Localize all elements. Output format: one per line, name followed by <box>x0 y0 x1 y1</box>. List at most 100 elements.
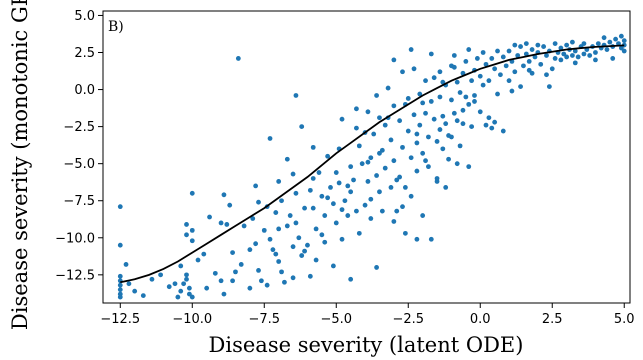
data-point <box>365 109 371 115</box>
data-point <box>328 184 333 190</box>
data-point <box>319 232 325 238</box>
data-point <box>483 122 489 128</box>
data-point <box>189 227 195 233</box>
data-point <box>500 54 506 60</box>
data-point <box>207 214 212 220</box>
data-point <box>621 38 627 44</box>
x-tick-label: 0.0 <box>470 312 491 327</box>
data-point <box>345 213 351 218</box>
data-point <box>307 187 313 193</box>
data-point <box>595 41 601 47</box>
data-point <box>457 143 463 149</box>
data-point <box>253 183 259 189</box>
data-point <box>558 45 564 51</box>
data-point <box>339 207 345 213</box>
data-point <box>186 291 192 297</box>
data-point <box>469 78 475 84</box>
fit-line <box>120 44 625 284</box>
data-point <box>290 244 296 250</box>
data-point <box>371 131 377 137</box>
data-point <box>385 85 391 91</box>
data-point <box>184 276 189 282</box>
data-point <box>463 59 469 64</box>
data-point <box>356 230 362 236</box>
data-point <box>454 161 460 167</box>
data-point <box>256 267 261 273</box>
data-point <box>400 69 405 75</box>
data-point <box>466 47 472 52</box>
data-point <box>201 251 207 257</box>
data-point <box>440 146 446 152</box>
data-point <box>276 259 282 264</box>
data-point <box>434 139 440 144</box>
data-point <box>261 227 267 233</box>
data-point <box>184 232 189 238</box>
data-point <box>437 94 443 100</box>
data-point <box>149 276 155 282</box>
data-point <box>342 198 348 204</box>
data-point <box>290 171 296 177</box>
x-tick-label: −5.0 <box>320 312 352 327</box>
data-point <box>172 281 178 287</box>
data-point <box>310 205 316 211</box>
data-point <box>428 99 434 104</box>
data-point <box>564 42 570 48</box>
data-point <box>238 262 244 267</box>
plot-frame <box>102 10 631 304</box>
data-point <box>276 226 282 232</box>
data-point <box>322 213 328 218</box>
data-point <box>362 202 368 208</box>
data-point <box>426 134 431 140</box>
data-point <box>454 118 460 124</box>
data-point <box>316 170 322 175</box>
data-point <box>492 119 498 125</box>
data-point <box>356 143 362 149</box>
data-point <box>218 278 224 284</box>
y-tick-label: 0.0 <box>74 83 95 98</box>
data-point <box>336 180 342 186</box>
data-point <box>512 69 518 75</box>
data-point <box>405 128 411 134</box>
data-point <box>379 147 385 153</box>
data-point <box>509 88 515 94</box>
data-point <box>451 64 457 70</box>
data-point <box>247 247 253 253</box>
data-point <box>247 285 253 291</box>
data-point <box>552 56 558 61</box>
y-tick-label: −12.5 <box>55 268 95 283</box>
data-point <box>233 269 238 275</box>
data-point <box>546 84 552 89</box>
data-point <box>117 273 123 279</box>
data-point <box>570 53 575 58</box>
data-point <box>405 96 411 101</box>
data-point <box>428 236 434 242</box>
data-point <box>423 110 428 116</box>
data-point <box>526 67 532 73</box>
data-point <box>354 125 359 131</box>
data-point <box>408 155 414 161</box>
data-point <box>377 115 382 121</box>
data-point <box>126 281 132 287</box>
data-point <box>469 124 475 130</box>
data-point <box>423 158 428 164</box>
data-point <box>506 78 512 84</box>
data-point <box>572 48 578 54</box>
data-point <box>506 48 512 54</box>
data-point <box>299 124 305 130</box>
data-point <box>529 47 535 52</box>
data-point <box>443 121 449 127</box>
data-point <box>454 79 460 85</box>
data-point <box>330 263 336 269</box>
data-point <box>212 270 218 276</box>
data-point <box>345 183 351 189</box>
data-point <box>218 220 224 226</box>
data-point <box>408 193 414 199</box>
data-point <box>518 44 523 49</box>
data-point <box>284 156 290 162</box>
data-point <box>587 53 593 58</box>
data-point <box>618 33 624 39</box>
data-point <box>480 50 486 55</box>
data-point <box>431 116 437 122</box>
data-point <box>204 285 210 291</box>
scatter-points <box>117 33 627 300</box>
